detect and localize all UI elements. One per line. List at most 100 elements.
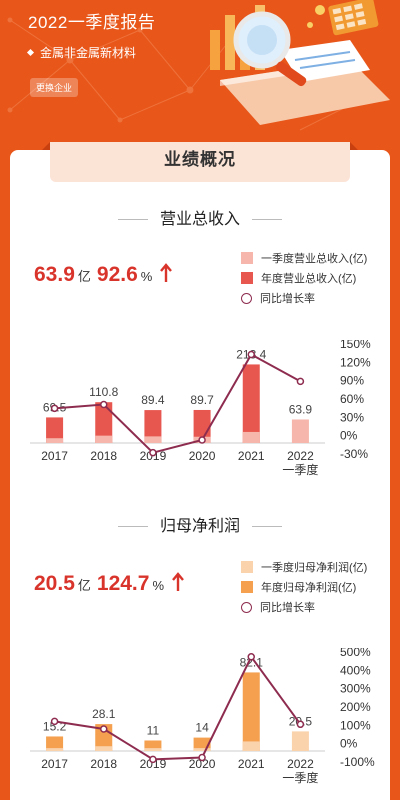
industry-label: 金属非金属新材料 (26, 44, 137, 61)
y-right-tick-label: -100% (340, 755, 375, 769)
x-tick-label: 2017 (41, 449, 68, 463)
y-right-tick-label: 500% (340, 648, 371, 659)
growth-point (50, 717, 59, 726)
revenue-growth: 92.6 (96, 263, 138, 286)
growth-point (149, 755, 157, 764)
profit-chart: 15.2201728.1201811201914202082.1202120.5… (30, 648, 375, 785)
divider (117, 219, 148, 221)
y-right-tick-label: 100% (340, 718, 371, 732)
annual-bar (193, 409, 211, 443)
legend-swatch (241, 272, 253, 284)
quarter-bar (291, 731, 309, 751)
growth-point (296, 377, 305, 386)
divider (252, 526, 282, 528)
profit-section-title: 归母净利润 (10, 512, 390, 536)
divider (117, 526, 148, 528)
divider (252, 219, 282, 221)
annual-bar (242, 672, 260, 751)
legend-label: 一季度营业总收入(亿) (261, 253, 368, 265)
y-right-tick-label: -30% (340, 447, 368, 461)
legend-item: 同比增长率 (241, 288, 367, 308)
quarter-bar (46, 748, 64, 751)
profit-growth: 124.7 (96, 572, 150, 595)
data-label: 28.1 (92, 707, 116, 721)
legend-label: 同比增长率 (260, 293, 315, 305)
legend-label: 同比增长率 (260, 602, 315, 614)
legend-item: 一季度营业总收入(亿) (241, 248, 367, 268)
revenue-kpi: 63.9 亿 92.6% (34, 263, 173, 287)
overview-card: 业绩概况 营业总收入 63.9 亿 92.6% 一季度营业总收入(亿) 年度营业总收… (10, 142, 390, 800)
annual-bar (46, 417, 64, 443)
quarter-bar (144, 436, 162, 443)
legend-item: 同比增长率 (241, 597, 367, 617)
x-tick-label: 2021 (238, 757, 265, 771)
legend-label: 一季度归母净利润(亿) (261, 562, 368, 574)
profit-unit: 亿 (77, 578, 91, 593)
annual-bar (95, 402, 113, 443)
quarter-bar (291, 419, 309, 443)
diamond-bullet-icon (26, 49, 35, 57)
industry-text: 金属非金属新材料 (40, 46, 137, 60)
legend-label: 年度营业总收入(亿) (261, 273, 357, 285)
x-tick-label: 2018 (90, 449, 117, 463)
revenue-unit: 亿 (77, 269, 91, 284)
quarter-bar (242, 741, 260, 751)
legend-item: 年度归母净利润(亿) (241, 577, 367, 597)
growth-point (198, 436, 206, 444)
x-tick-label: 2022 (287, 449, 314, 463)
growth-point (50, 404, 59, 413)
legend-marker (241, 292, 252, 304)
section-tab: 业绩概况 (42, 142, 358, 182)
y-right-tick-label: 200% (340, 700, 371, 714)
x-tick-label: 2020 (189, 757, 216, 771)
y-right-tick-label: 30% (340, 410, 364, 424)
x-tick-label: 2022 (287, 757, 314, 771)
legend-swatch (241, 561, 253, 573)
y-right-tick-label: 120% (340, 355, 371, 369)
profit-value: 20.5 (34, 572, 75, 595)
x-tick-label: 2019 (140, 757, 167, 771)
revenue-legend: 一季度营业总收入(亿) 年度营业总收入(亿) 同比增长率 (241, 248, 367, 308)
revenue-title-text: 营业总收入 (159, 211, 240, 228)
profit-kpi: 20.5 亿 124.7% (34, 572, 184, 596)
profit-title-text: 归母净利润 (159, 518, 240, 535)
data-label: 63.9 (289, 402, 313, 416)
x-tick-label: 2021 (238, 449, 265, 463)
growth-point (247, 350, 255, 359)
profit-growth-unit: % (152, 578, 165, 593)
y-right-tick-label: 90% (340, 374, 364, 388)
quarter-bar (46, 438, 64, 443)
quarter-bar (95, 435, 113, 443)
legend-marker (241, 601, 252, 613)
x-tick-label: 2020 (189, 449, 216, 463)
legend-swatch (241, 581, 253, 593)
revenue-section-title: 营业总收入 (10, 205, 390, 229)
legend-item: 一季度归母净利润(亿) (241, 557, 367, 577)
growth-line (54, 654, 302, 761)
y-right-tick-label: 0% (340, 737, 358, 751)
x-tick-label: 2017 (41, 757, 68, 771)
switch-company-button[interactable]: 更换企业 (30, 78, 79, 97)
annual-bar (144, 410, 162, 443)
quarter-bar (242, 431, 260, 443)
y-right-tick-label: 0% (340, 429, 358, 443)
quarter-bar (193, 748, 211, 751)
growth-point (296, 720, 305, 729)
y-right-tick-label: 400% (340, 663, 371, 677)
revenue-growth-unit: % (140, 269, 153, 284)
growth-point (149, 448, 157, 457)
y-right-tick-label: 300% (340, 682, 371, 696)
y-right-tick-label: 150% (340, 340, 371, 351)
annual-bar (242, 364, 260, 443)
growth-point (198, 753, 206, 762)
data-label: 89.7 (190, 393, 214, 407)
data-label: 11 (147, 723, 160, 737)
quarter-bar (144, 748, 162, 751)
legend-label: 年度归母净利润(亿) (261, 582, 357, 594)
data-label: 110.8 (89, 385, 118, 399)
page-title: 2022一季度报告 (28, 13, 156, 32)
x-tick-label: 一季度 (282, 770, 318, 785)
data-label: 14 (195, 721, 209, 735)
quarter-bar (95, 746, 113, 751)
revenue-value: 63.9 (34, 263, 75, 286)
